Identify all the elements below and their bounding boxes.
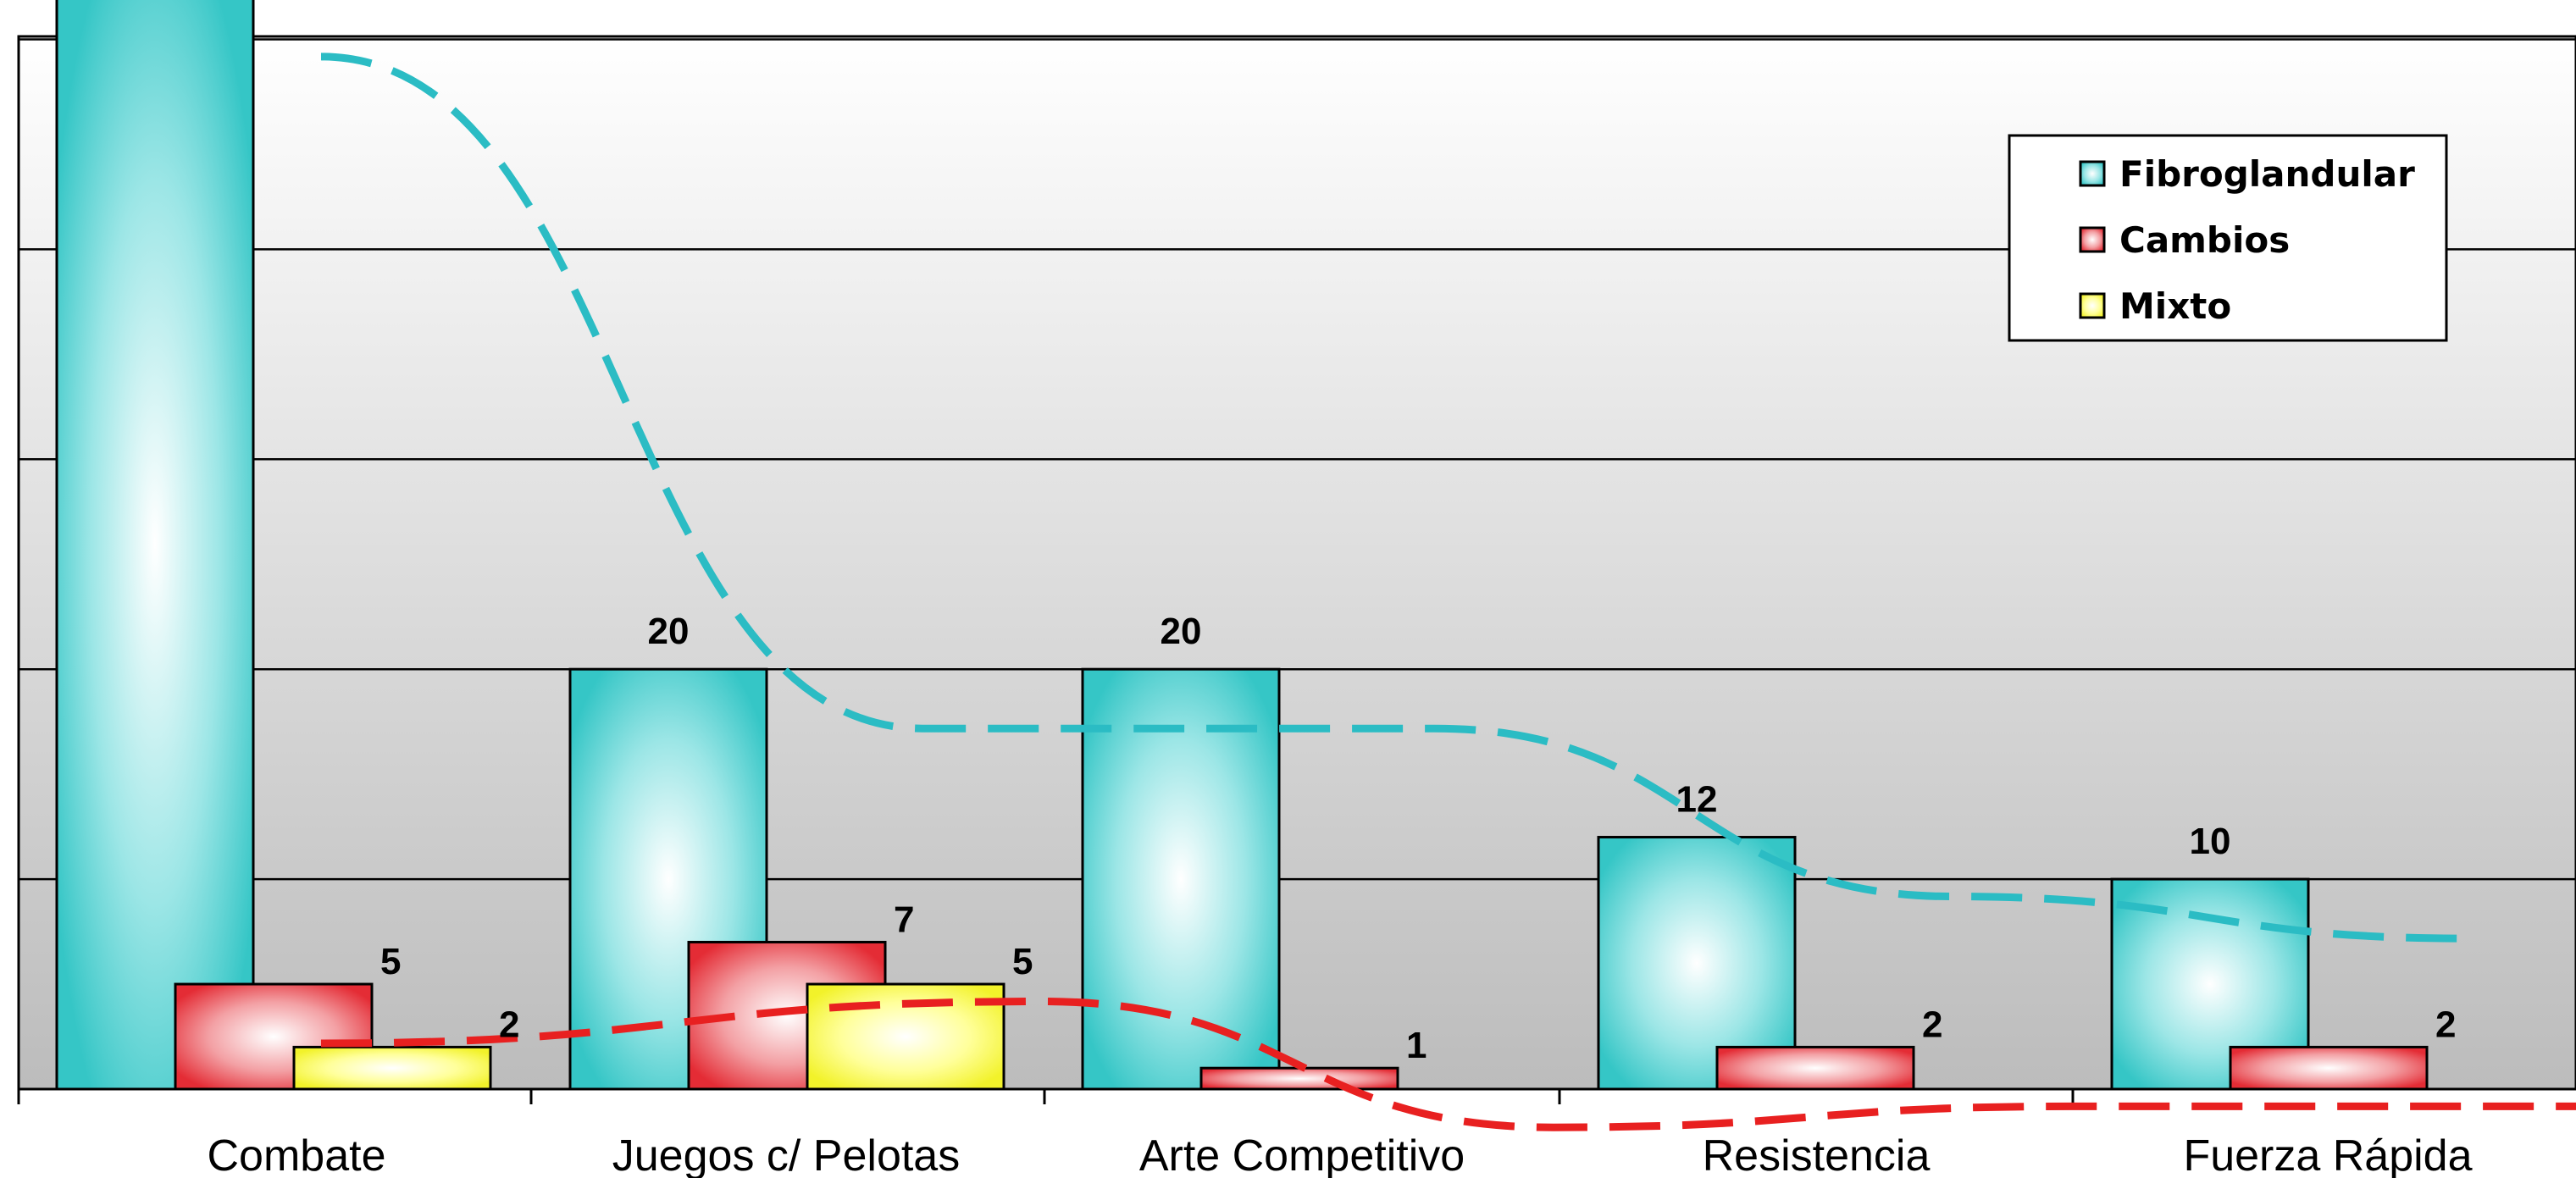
- legend-label-fibroglandular: Fibroglandular: [2119, 153, 2415, 195]
- legend-label-cambios: Cambios: [2119, 219, 2290, 261]
- legend-swatch-cambios: [2079, 226, 2106, 253]
- bar-mixto-2: Mixto: 5: [806, 982, 1005, 1091]
- category-label: Arte Competitivo: [1139, 1131, 1465, 1178]
- value-label: 1: [1406, 1025, 1426, 1066]
- value-label: 20: [648, 611, 690, 652]
- value-label: 2: [499, 1004, 519, 1045]
- x-axis: [17, 1087, 2576, 1104]
- value-label: 12: [1676, 779, 1718, 821]
- value-label: 20: [1161, 611, 1202, 652]
- value-label: 5: [1012, 941, 1033, 982]
- bar-cambios-3: Cambios: 1: [1199, 1066, 1399, 1091]
- bar-mixto-1: Mixto: 2: [292, 1045, 492, 1091]
- value-label: 10: [2190, 821, 2231, 862]
- legend: Fibroglandular Cambios Mixto: [2008, 134, 2448, 342]
- value-label: 2: [2435, 1004, 2456, 1045]
- bar-fibroglandular-1: Fibroglandular: 52: [55, 0, 255, 1091]
- gridlines: [19, 38, 2576, 881]
- category-label: Fuerza Rápida: [2183, 1131, 2472, 1178]
- legend-label-mixto: Mixto: [2119, 285, 2231, 327]
- category-label: Combate: [208, 1131, 386, 1178]
- category-label: Resistencia: [1703, 1131, 1931, 1178]
- legend-swatch-mixto: [2079, 292, 2106, 319]
- category-labels: Combate Juegos c/ Pelotas Arte Competitivo…: [208, 1131, 2473, 1178]
- trendline-fibroglandular: [320, 53, 2465, 943]
- value-label: 5: [380, 941, 401, 982]
- legend-swatch-fibroglandular: [2079, 160, 2106, 187]
- value-labels: 52202012105712225: [380, 611, 2456, 1066]
- trendline-cambios: [320, 997, 2576, 1131]
- bar-fibroglandular-3: Fibroglandular: 20: [1081, 667, 1281, 1091]
- category-label: Juegos c/ Pelotas: [612, 1131, 960, 1178]
- value-label: 2: [1922, 1004, 1942, 1045]
- bar-cambios-5: Cambios: 2: [2229, 1045, 2429, 1091]
- value-label: 7: [894, 899, 914, 940]
- bar-cambios-4: Cambios: 2: [1715, 1045, 1915, 1091]
- trendlines: [320, 53, 2576, 1131]
